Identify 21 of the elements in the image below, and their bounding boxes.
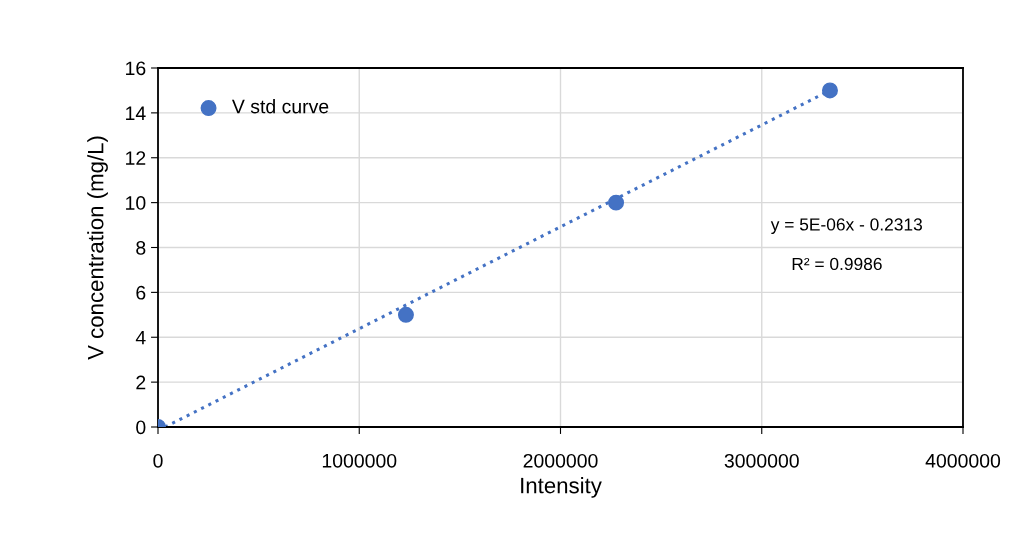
point	[821, 82, 838, 99]
y-tick-label: 2	[136, 375, 146, 390]
y-tick-label: 16	[126, 61, 146, 76]
y-tick-label: 10	[126, 196, 146, 210]
annotation: R² = 0.9986	[792, 257, 882, 271]
y-tick-label: 6	[136, 285, 146, 300]
y-axis-title: V concentration (mg/L)	[87, 136, 108, 360]
y-tick-label: 12	[126, 151, 146, 165]
x-axis-title: Intensity	[521, 477, 602, 498]
annotation: y = 5E-06x - 0.2313	[770, 218, 922, 235]
x-tick-label: 2000000	[523, 453, 598, 468]
x-tick-label: 4000000	[925, 453, 1001, 468]
x-tick-label: 3000000	[724, 453, 799, 468]
y-tick-label: 4	[135, 330, 146, 345]
y-tick-label: 0	[136, 420, 146, 435]
y-tick-label: 8	[136, 240, 146, 255]
x-tick-label: 0	[153, 453, 163, 468]
y-tick-label: 14	[126, 106, 146, 120]
point	[608, 194, 625, 211]
x-tick-label: 1000000	[322, 453, 397, 468]
legend-label: V std curve	[231, 99, 329, 114]
